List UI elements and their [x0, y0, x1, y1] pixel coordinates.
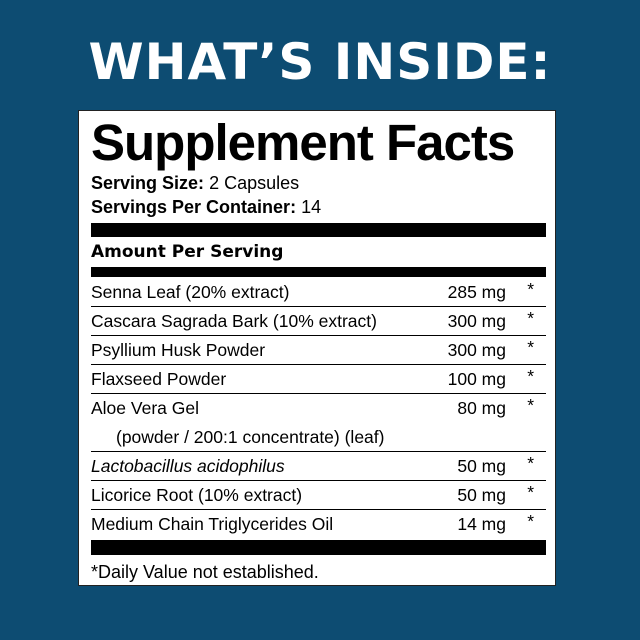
ingredient-row: Psyllium Husk Powder 300 mg *: [91, 336, 546, 365]
ingredient-name: Lactobacillus acidophilus: [91, 456, 285, 476]
daily-value-mark: *: [527, 366, 534, 386]
ingredient-amount: 285 mg: [447, 282, 506, 302]
daily-value-mark: *: [527, 453, 534, 473]
ingredient-name: Flaxseed Powder: [91, 369, 227, 389]
ingredient-row: Senna Leaf (20% extract) 285 mg *: [91, 278, 546, 307]
ingredient-name: Senna Leaf (20% extract): [91, 282, 290, 302]
servings-value: 14: [301, 197, 322, 217]
daily-value-mark: *: [527, 337, 534, 357]
daily-value-mark: *: [527, 279, 534, 299]
ingredient-row: Medium Chain Triglycerides Oil 14 mg *: [91, 510, 546, 538]
daily-value-mark: *: [527, 511, 534, 531]
ingredient-subtext: (powder / 200:1 concentrate) (leaf): [116, 427, 385, 447]
daily-value-mark: *: [527, 482, 534, 502]
serving-size-label: Serving Size:: [91, 173, 205, 193]
ingredient-row: Licorice Root (10% extract) 50 mg *: [91, 481, 546, 510]
divider-thick: [91, 223, 546, 237]
amount-per-serving-header: Amount Per Serving: [91, 242, 284, 262]
daily-value-mark: *: [527, 308, 534, 328]
servings-per-container: Servings Per Container: 14: [91, 195, 546, 219]
footnote: *Daily Value not established.: [91, 562, 319, 582]
ingredient-name: Psyllium Husk Powder: [91, 340, 266, 360]
ingredient-name: Licorice Root (10% extract): [91, 485, 303, 505]
ingredient-row: Flaxseed Powder 100 mg *: [91, 365, 546, 394]
daily-value-mark: *: [527, 395, 534, 415]
ingredient-name: Aloe Vera Gel: [91, 398, 199, 418]
ingredient-amount: 50 mg: [457, 456, 506, 476]
ingredient-amount: 50 mg: [457, 485, 506, 505]
ingredient-row: Aloe Vera Gel (powder / 200:1 concentrate…: [91, 394, 546, 452]
ingredient-amount: 300 mg: [447, 311, 506, 331]
servings-label: Servings Per Container:: [91, 197, 297, 217]
headline: WHAT’S INSIDE:: [88, 33, 552, 91]
ingredient-name: Cascara Sagrada Bark (10% extract): [91, 311, 377, 331]
divider-thick: [91, 540, 546, 555]
ingredient-amount: 14 mg: [457, 514, 506, 534]
supplement-facts-panel: Supplement Facts Serving Size: 2 Capsule…: [78, 110, 556, 586]
ingredient-amount: 100 mg: [447, 369, 506, 389]
ingredient-name: Medium Chain Triglycerides Oil: [91, 514, 334, 534]
ingredient-row: Lactobacillus acidophilus 50 mg *: [91, 452, 546, 481]
serving-size-value: 2 Capsules: [209, 173, 300, 193]
ingredient-amount: 80 mg: [457, 398, 506, 418]
ingredient-list: Senna Leaf (20% extract) 285 mg * Cascara S…: [91, 278, 546, 538]
ingredient-amount: 300 mg: [447, 340, 506, 360]
serving-size: Serving Size: 2 Capsules: [91, 171, 546, 195]
ingredient-row: Cascara Sagrada Bark (10% extract) 300 mg…: [91, 307, 546, 336]
facts-title: Supplement Facts: [91, 114, 515, 171]
divider-thick: [91, 267, 546, 277]
